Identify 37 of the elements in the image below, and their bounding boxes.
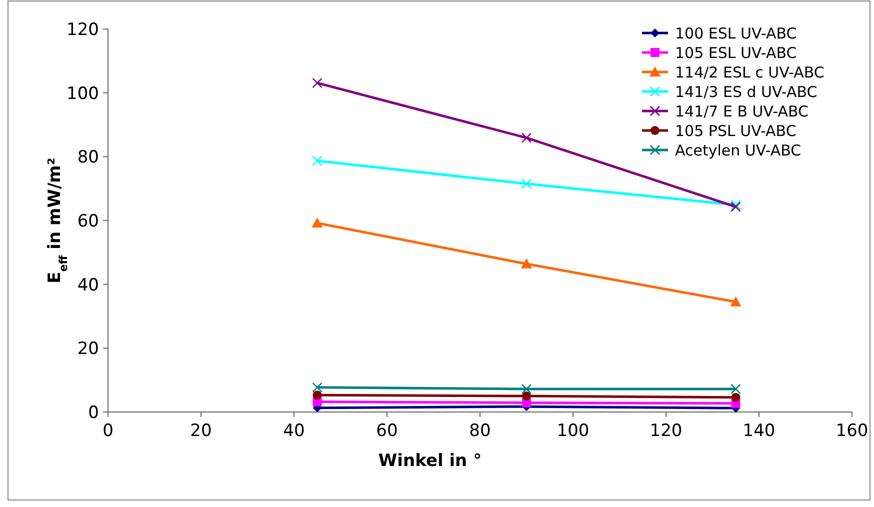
x-tick-label: 20 bbox=[190, 421, 212, 441]
point bbox=[730, 296, 742, 306]
x-tick-label: 80 bbox=[469, 421, 491, 441]
x-tick-label: 40 bbox=[283, 421, 305, 441]
point bbox=[521, 384, 532, 394]
point bbox=[312, 218, 323, 228]
point bbox=[521, 132, 532, 143]
point bbox=[521, 258, 532, 268]
legend-label: 141/3 ES d UV-ABC bbox=[675, 82, 818, 101]
point bbox=[730, 384, 741, 394]
point bbox=[312, 78, 322, 88]
x-axis-title: Winkel in ° bbox=[378, 451, 482, 471]
point bbox=[312, 390, 322, 400]
x-tick-label: 0 bbox=[102, 421, 114, 441]
x-tick-label: 60 bbox=[376, 421, 398, 441]
y-tick-label: 0 bbox=[88, 402, 99, 423]
legend-label: 105 PSL UV-ABC bbox=[675, 122, 796, 140]
legend-label: 100 ESL UV-ABC bbox=[675, 24, 797, 42]
legend-label: 141/7 E B UV-ABC bbox=[675, 102, 809, 120]
point bbox=[312, 382, 322, 393]
x-tick-label: 120 bbox=[650, 421, 682, 441]
legend-label: 105 ESL UV-ABC bbox=[675, 44, 797, 62]
y-tick-label: 60 bbox=[77, 211, 99, 232]
y-tick-label: 20 bbox=[77, 339, 99, 360]
point bbox=[731, 392, 740, 402]
x-tick-label: 140 bbox=[742, 421, 776, 441]
legend-label: Acetylen UV-ABC bbox=[675, 141, 802, 160]
y-tick-label: 40 bbox=[77, 275, 99, 296]
x-tick-label: 100 bbox=[556, 421, 590, 441]
x-tick-label: 160 bbox=[836, 421, 868, 441]
point bbox=[312, 156, 322, 166]
y-tick-label: 120 bbox=[66, 20, 99, 40]
y-tick-label: 80 bbox=[77, 148, 99, 168]
point bbox=[522, 392, 531, 401]
y-tick-label: 100 bbox=[66, 84, 99, 104]
point bbox=[521, 178, 532, 189]
legend-label: 114/2 ESL c UV-ABC bbox=[675, 63, 824, 82]
